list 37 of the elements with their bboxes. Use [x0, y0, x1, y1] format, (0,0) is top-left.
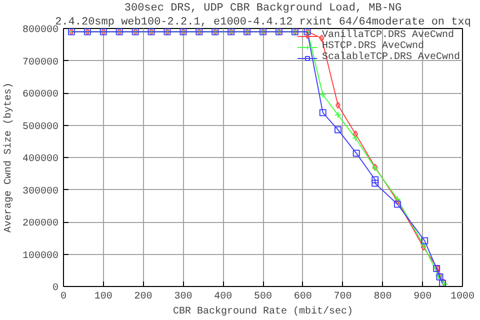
point	[336, 102, 341, 109]
point	[319, 91, 326, 98]
x-tick-label: 1000	[450, 292, 475, 302]
point	[352, 134, 360, 142]
point	[372, 176, 379, 184]
point	[319, 109, 326, 116]
x-tick-label: 600	[294, 292, 312, 302]
y-tick-label: 300000	[22, 186, 59, 198]
point	[334, 111, 342, 118]
x-tick-label: 100	[94, 292, 112, 302]
y-tick-label: 600000	[22, 90, 59, 100]
point	[352, 150, 360, 157]
x-tick-label: 400	[214, 292, 232, 302]
x-tick-label: 800	[374, 292, 392, 302]
y-tick-label: 400000	[22, 154, 59, 165]
chart-title: 300sec DRS, UDP CBR Background Load, MB-NG	[124, 2, 402, 14]
x-tick-label: 300	[174, 292, 192, 302]
point	[420, 244, 426, 251]
y-tick-label: 500000	[22, 122, 59, 133]
y-tick-label: 700000	[22, 57, 59, 68]
y-tick-label: 100000	[22, 250, 59, 262]
x-tick-label: 700	[334, 292, 352, 302]
x-axis-title: CBR Background Rate (mbit/sec)	[172, 306, 354, 318]
legend-label: VanillaTCP.DRS AveCwnd	[322, 30, 454, 41]
point	[394, 200, 401, 208]
y-tick-label: 0	[52, 283, 59, 294]
x-tick-label: 500	[254, 292, 272, 302]
point	[334, 126, 342, 134]
x-tick-label: 200	[134, 292, 152, 302]
y-axis-title: Average Cwnd Size (bytes)	[2, 82, 14, 233]
y-tick-label: 200000	[22, 218, 59, 230]
point	[420, 241, 427, 248]
x-tick-label: 900	[414, 292, 432, 302]
x-tick-label: 0	[60, 292, 67, 302]
point	[372, 180, 379, 187]
point	[421, 237, 428, 244]
point	[353, 130, 358, 138]
